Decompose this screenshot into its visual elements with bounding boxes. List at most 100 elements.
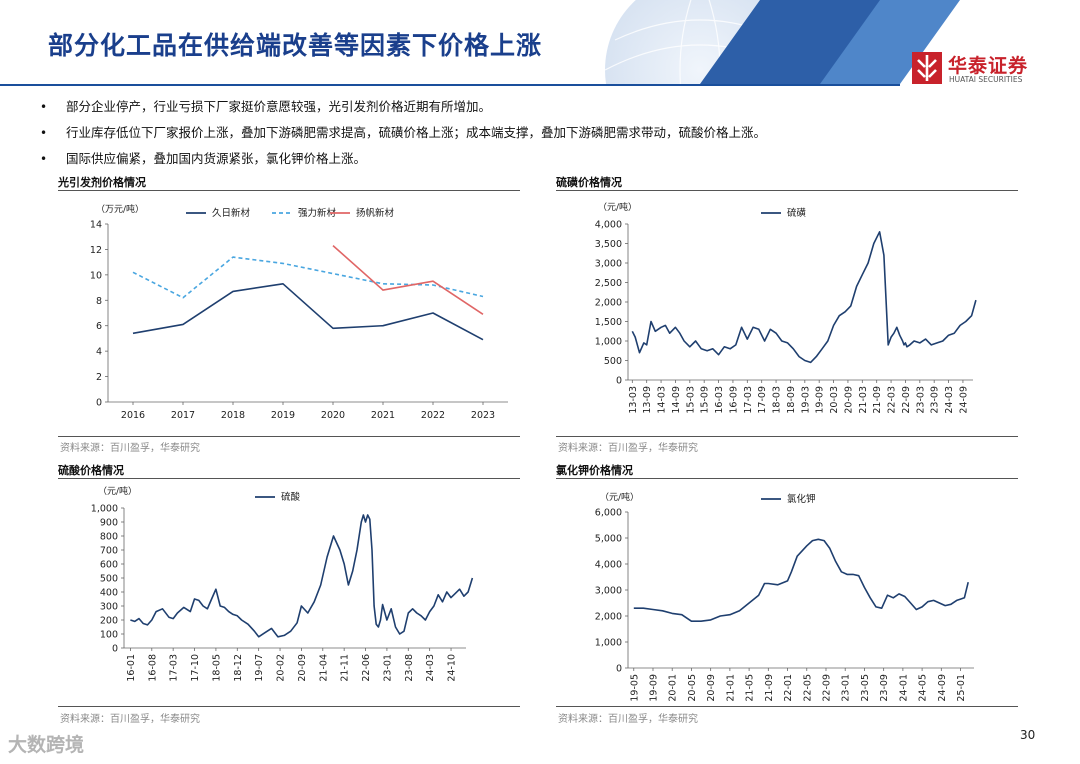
x-tick-label: 2022 — [421, 410, 445, 421]
series-line-3 — [332, 245, 484, 315]
series-line-1 — [631, 231, 977, 364]
x-tick-label: 24-09 — [958, 386, 969, 414]
y-tick-label: 300 — [100, 602, 118, 613]
y-tick-label: 10 — [90, 270, 102, 281]
x-tick-label: 21-01 — [725, 674, 736, 702]
x-tick-label: 22-01 — [783, 674, 794, 702]
logo-text-en: HUATAI SECURITIES — [949, 75, 1023, 84]
x-tick-label: 22-06 — [361, 654, 372, 682]
series-line-1 — [130, 514, 474, 638]
chart-top-rule — [556, 190, 1018, 191]
chart-top-rule — [58, 478, 520, 479]
chart-panel-potassium-chloride: 氯化钾价格情况 （元/吨） 0 1,000 2,000 3,000 4,000 5,000 6… — [556, 462, 1018, 727]
x-tick-label: 21-11 — [340, 654, 351, 682]
y-tick-label: 800 — [100, 532, 118, 543]
x-tick-label: 18-09 — [786, 386, 797, 414]
x-tick-label: 23-01 — [382, 654, 393, 682]
chart-source: 资料来源：百川盈孚，华泰研究 — [558, 443, 698, 454]
x-tick-label: 19-07 — [254, 654, 265, 682]
x-tick-label: 23-05 — [860, 674, 871, 702]
x-tick-label: 20-03 — [829, 386, 840, 414]
x-tick-label: 25-01 — [956, 674, 967, 702]
chart-bottom-rule — [58, 706, 520, 707]
header-banner — [0, 0, 1080, 84]
x-tick-label: 21-09 — [764, 674, 775, 702]
y-tick-label: 4,000 — [595, 560, 622, 571]
series-line-2 — [132, 256, 484, 299]
x-tick-label: 20-05 — [687, 674, 698, 702]
x-tick-label: 21-03 — [858, 386, 869, 414]
header-background — [604, 0, 1080, 84]
x-tick-label: 20-09 — [843, 386, 854, 414]
x-tick-label: 22-09 — [901, 386, 912, 414]
y-tick-label: 700 — [100, 546, 118, 557]
y-tick-label: 6 — [96, 321, 102, 332]
bullet-item: • 部分企业停产，行业亏损下厂家挺价意愿较强，光引发剂价格近期有所增加。 — [40, 94, 1050, 120]
y-tick-label: 5,000 — [595, 534, 622, 545]
y-tick-label: 3,500 — [595, 239, 622, 250]
x-tick-label: 24-03 — [944, 386, 955, 414]
x-tick-label: 21-09 — [872, 386, 883, 414]
y-tick-label: 4 — [96, 347, 102, 358]
y-tick-label: 1,000 — [595, 337, 622, 348]
x-tick-label: 19-05 — [629, 674, 640, 702]
x-tick-label: 16-09 — [728, 386, 739, 414]
x-tick-label: 23-09 — [930, 386, 941, 414]
sulfuric-acid-chart: （元/吨） 0 100 200 300 400 500 600 700 800 900 1,000 16… — [91, 485, 474, 682]
y-tick-label: 0 — [616, 376, 622, 387]
x-tick-label: 23-09 — [879, 674, 890, 702]
x-tick-label: 20-09 — [706, 674, 717, 702]
legend-label: 硫磺 — [787, 207, 807, 219]
x-tick-label: 23-01 — [841, 674, 852, 702]
y-tick-label: 2,500 — [595, 278, 622, 289]
y-tick-label: 600 — [100, 560, 118, 571]
chart-source: 资料来源：百川盈孚，华泰研究 — [60, 443, 200, 454]
photoinitiator-chart: （万元/吨） 0 2 4 6 8 10 12 14 2016 2017 2018 2019 2020 202… — [90, 203, 508, 421]
x-tick-label: 2020 — [321, 410, 345, 421]
page-number: 30 — [1020, 728, 1036, 742]
y-tick-label: 500 — [100, 574, 118, 585]
x-tick-label: 24-03 — [425, 654, 436, 682]
x-tick-label: 2016 — [121, 410, 145, 421]
globe-lines — [604, 0, 796, 84]
x-tick-label: 20-01 — [668, 674, 679, 702]
x-tick-label: 15-03 — [685, 386, 696, 414]
y-tick-label: 14 — [90, 220, 102, 231]
x-tick-label: 13-09 — [642, 386, 653, 414]
x-tick-label: 22-03 — [887, 386, 898, 414]
y-axis-unit-label: （元/吨） — [598, 201, 637, 213]
x-tick-label: 22-05 — [802, 674, 813, 702]
legend-label: 硫酸 — [281, 491, 301, 503]
y-tick-label: 1,000 — [91, 504, 118, 515]
x-tick-label: 24-05 — [918, 674, 929, 702]
x-tick-label: 15-09 — [700, 386, 711, 414]
y-tick-label: 1,000 — [595, 638, 622, 649]
y-tick-label: 12 — [90, 245, 102, 256]
chart-title: 硫磺价格情况 — [556, 176, 622, 189]
y-tick-label: 0 — [616, 664, 622, 675]
chart-title: 光引发剂价格情况 — [58, 176, 146, 189]
bullet-item: • 行业库存低位下厂家报价上涨，叠加下游磷肥需求提高，硫磺价格上涨；成本端支撑，叠… — [40, 120, 1050, 146]
x-tick-label: 2021 — [371, 410, 395, 421]
x-tick-label: 18-05 — [211, 654, 222, 682]
x-tick-label: 19-09 — [815, 386, 826, 414]
bullet-dot-icon: • — [40, 100, 48, 114]
header-stripe-light — [900, 0, 1080, 84]
huatai-logo-icon — [912, 52, 942, 84]
chart-bottom-rule — [556, 706, 1018, 707]
bullet-text: 行业库存低位下厂家报价上涨，叠加下游磷肥需求提高，硫磺价格上涨；成本端支撑，叠加… — [66, 125, 767, 140]
x-tick-label: 17-03 — [743, 386, 754, 414]
logo-text-cn: 华泰证券 — [948, 55, 1029, 77]
x-tick-label: 19-09 — [648, 674, 659, 702]
series-line-1 — [633, 538, 969, 622]
chart-bottom-rule — [58, 436, 520, 437]
y-tick-label: 6,000 — [595, 508, 622, 519]
legend-label: 久日新材 — [212, 207, 251, 219]
bullet-list: • 部分企业停产，行业亏损下厂家挺价意愿较强，光引发剂价格近期有所增加。 • 行业库… — [40, 94, 1050, 172]
x-tick-label: 18-12 — [233, 654, 244, 682]
y-tick-label: 0 — [112, 644, 118, 655]
y-tick-label: 0 — [96, 398, 102, 409]
x-tick-label: 16-08 — [147, 654, 158, 682]
x-tick-label: 21-04 — [318, 654, 329, 682]
y-tick-label: 8 — [96, 296, 102, 307]
